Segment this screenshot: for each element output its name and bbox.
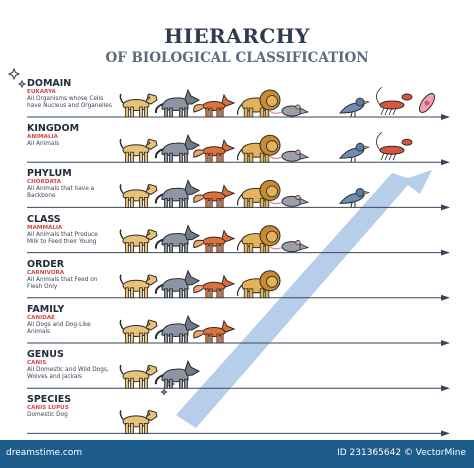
sparkle-icon: [7, 67, 21, 81]
fox-icon: [193, 93, 236, 118]
microbe-icon: [418, 93, 436, 113]
row-line: [27, 249, 450, 256]
rank-kingdom: KINGDOM ANIMALIA All Animals: [27, 123, 127, 148]
row-line: [27, 294, 450, 301]
lion-icon: [236, 134, 281, 163]
sparkle-icon: [160, 388, 168, 396]
rank-description: All Animals that Produce: [27, 231, 98, 238]
rank-name: CLASS: [27, 213, 61, 225]
rank-domain: DOMAIN EUKARYA All Organisms whose Cells ha…: [27, 78, 127, 110]
lion-icon: [236, 270, 281, 299]
rank-description: All Dogs and Dog-Like: [27, 322, 91, 328]
wolf-icon: [154, 224, 201, 254]
rank-order: ORDER CARNIVORA All Animals that Feed on Fl…: [27, 259, 127, 291]
bird-icon: [338, 142, 371, 163]
page-title: HIERARCHY: [164, 24, 310, 48]
row-line: [27, 204, 450, 211]
dog-icon: [119, 228, 158, 254]
hierarchy-diagram: [7, 67, 450, 437]
dog-icon: [119, 183, 158, 208]
fox-icon: [193, 274, 236, 299]
rank-family: FAMILY CANIDAE All Dogs and Dog-Like Animal…: [27, 304, 127, 336]
row-line: [27, 114, 450, 120]
rank-name: FAMILY: [27, 304, 65, 315]
row-line: [27, 159, 450, 166]
dog-icon: [119, 138, 158, 163]
footer-left-text: dreamstime.com: [6, 448, 83, 458]
rank-description: All Animals that Feed on: [27, 276, 98, 283]
page-subtitle: OF BIOLOGICAL CLASSIFICATION: [105, 50, 369, 66]
wolf-icon: [154, 269, 201, 299]
dog-icon: [119, 364, 158, 389]
rank-name: KINGDOM: [27, 123, 80, 135]
bird-icon: [338, 187, 371, 208]
rank-latin: CANIS: [27, 360, 47, 367]
big-progress-arrow: [176, 170, 432, 428]
rank-description: Milk to Feed their Young: [27, 238, 97, 245]
rank-description: Backbone: [27, 193, 56, 200]
rank-name: DOMAIN: [27, 78, 72, 89]
sparkle-icon: [17, 79, 27, 89]
rank-name: SPECIES: [27, 394, 72, 406]
footer-right-text: ID 231365642 © VectorMine: [337, 448, 466, 458]
dog-icon: [119, 319, 158, 344]
rank-description: have Nucleus and Organelles: [27, 103, 112, 109]
bird-icon: [338, 97, 371, 118]
rank-latin: MAMMALIA: [27, 224, 63, 231]
rank-name: PHYLUM: [27, 168, 72, 180]
lion-icon: [236, 225, 281, 254]
lobster-icon: [376, 86, 413, 116]
rat-icon: [269, 149, 310, 162]
rank-latin: CHORDATA: [27, 179, 62, 186]
rat-icon: [269, 240, 310, 253]
wolf-icon: [154, 314, 201, 344]
rank-class: CLASS MAMMALIA All Animals that Produce Mil…: [27, 214, 127, 246]
rank-description: Domestic Dog: [27, 412, 68, 419]
rank-description: All Animals: [27, 141, 60, 148]
rank-latin: CARNIVORA: [27, 269, 65, 276]
rat-icon: [269, 194, 310, 207]
row-line: [27, 430, 450, 437]
fox-icon: [193, 138, 236, 163]
rank-description: Animals: [27, 329, 51, 335]
rank-phylum: PHYLUM CHORDATA All Animals that have a Bac…: [27, 168, 127, 200]
fox-icon: [193, 184, 236, 208]
rank-description: Wolves and Jackals: [27, 374, 83, 381]
rank-description: All Domestic and Wild Dogs,: [27, 367, 109, 374]
rank-species: SPECIES CANIS LUPUS Domestic Dog: [27, 394, 127, 419]
wolf-icon: [154, 88, 201, 118]
wolf-icon: [154, 133, 201, 163]
rank-name: ORDER: [27, 258, 65, 270]
lion-icon: [236, 179, 281, 208]
rank-description: All Animals that have a: [27, 186, 95, 193]
rank-latin: CANIS LUPUS: [27, 405, 69, 412]
dog-icon: [119, 93, 158, 118]
lobster-icon: [376, 131, 413, 161]
rank-latin: ANIMALIA: [27, 134, 58, 141]
fox-icon: [193, 229, 236, 253]
wolf-icon: [154, 359, 201, 389]
fox-icon: [193, 319, 236, 344]
row-line: [27, 340, 450, 346]
dog-icon: [119, 274, 158, 299]
rank-genus: GENUS CANIS All Domestic and Wild Dogs, Wol…: [27, 349, 127, 381]
rank-latin: CANIDAE: [27, 315, 55, 321]
row-line: [27, 385, 450, 392]
lion-icon: [236, 89, 281, 118]
dog-icon: [119, 409, 158, 434]
rank-description: All Organisms whose Cells: [27, 96, 104, 102]
rat-icon: [269, 104, 310, 117]
wolf-icon: [154, 179, 201, 208]
rank-latin: EUKARYA: [27, 89, 56, 95]
footer-bar: dreamstime.com ID 231365642 © VectorMine: [0, 440, 474, 468]
rank-description: Flesh Only: [27, 283, 58, 290]
rank-name: GENUS: [27, 349, 64, 361]
